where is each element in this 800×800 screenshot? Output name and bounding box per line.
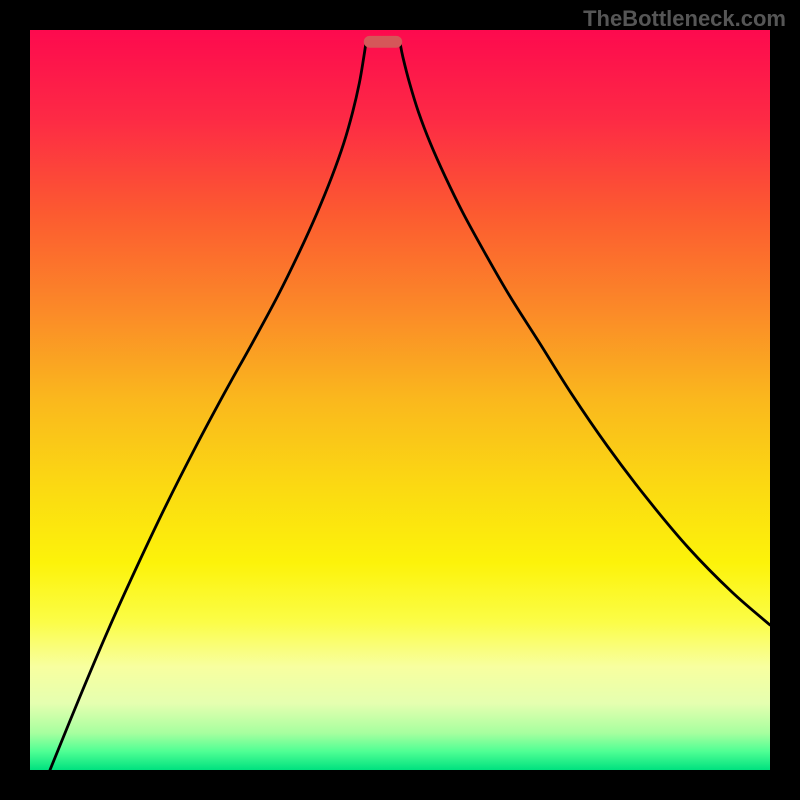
chart-area: [30, 30, 770, 770]
gradient-background: [30, 30, 770, 770]
chart-svg: [30, 30, 770, 770]
watermark-text: TheBottleneck.com: [583, 6, 786, 32]
bottleneck-marker: [364, 36, 402, 48]
